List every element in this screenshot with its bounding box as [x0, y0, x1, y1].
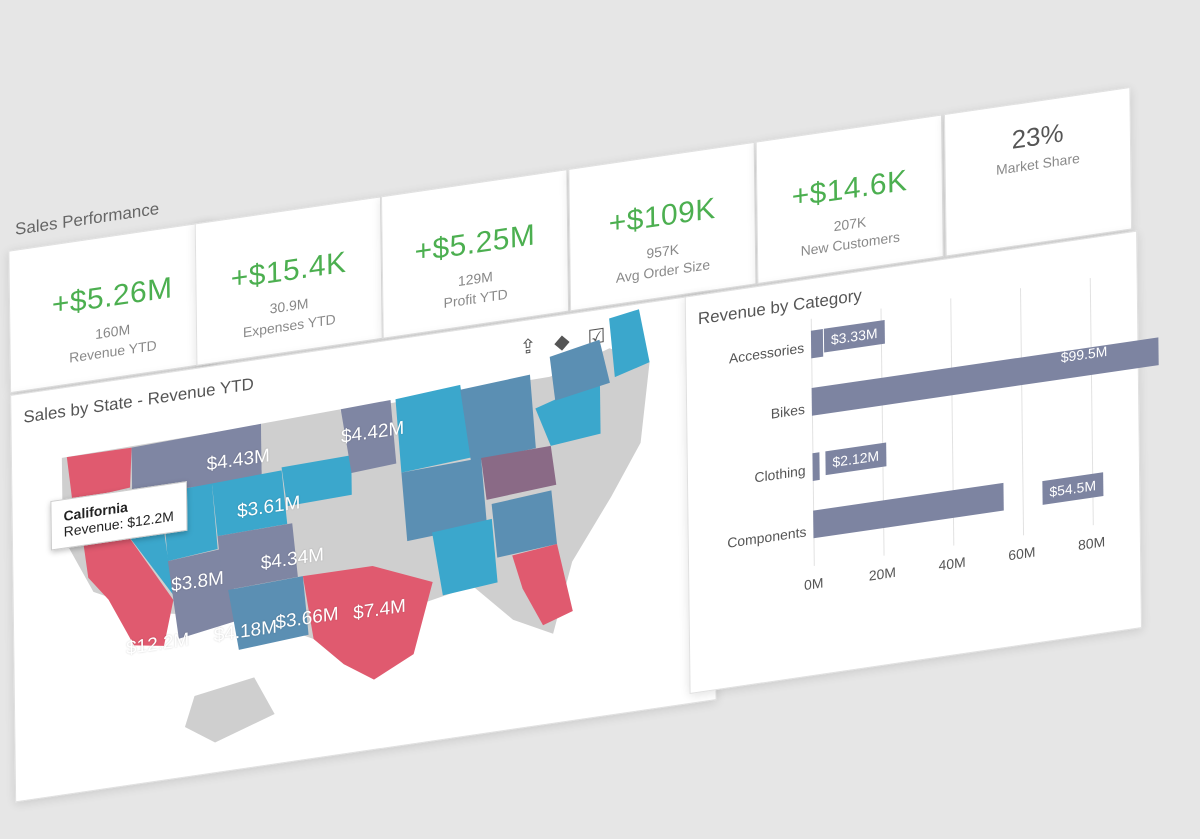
state-mt[interactable]	[131, 423, 262, 497]
kpi-card-expenses[interactable]: +$15.4K 30.9M Expenses YTD	[194, 196, 383, 366]
state-me[interactable]	[609, 308, 650, 378]
state-mn[interactable]	[340, 399, 397, 474]
map-panel: Sales by State - Revenue YTD ⇪ ◆ ☑ ⤢	[10, 292, 717, 803]
state-tn[interactable]	[481, 445, 557, 500]
kpi-card-profit[interactable]: +$5.25M 129M Profit YTD	[381, 169, 570, 339]
category-label: Components	[727, 523, 807, 551]
bar-value-label: $3.33M	[823, 319, 885, 353]
category-label: Clothing	[754, 462, 806, 486]
state-ny[interactable]	[549, 338, 610, 401]
state-nc[interactable]	[535, 379, 601, 448]
kpi-card-revenue[interactable]: +$5.26M 160M Revenue YTD	[8, 220, 217, 394]
gridline	[1020, 288, 1025, 536]
state-ga[interactable]	[491, 490, 558, 559]
state-wa[interactable]	[66, 447, 132, 502]
state-oh[interactable]	[460, 374, 536, 464]
kpi-card-avg-order[interactable]: +$109K 957K Avg Order Size	[568, 141, 757, 312]
state-nd[interactable]	[261, 409, 342, 471]
bar-value-label: $54.5M	[1042, 472, 1104, 505]
category-label: Bikes	[770, 400, 805, 422]
state-co[interactable]	[217, 523, 298, 592]
state-nv[interactable]	[122, 519, 174, 602]
x-tick: 80M	[1077, 533, 1106, 554]
state-az[interactable]	[167, 546, 239, 640]
state-ca[interactable]	[82, 521, 174, 658]
kpi-card-market-share[interactable]: 23% Market Share	[943, 87, 1133, 257]
bar-accessories[interactable]	[810, 329, 823, 359]
kpi-card-new-customers[interactable]: +$14.6K 207K New Customers	[755, 114, 944, 285]
state-sd[interactable]	[281, 455, 352, 507]
bar-clothing[interactable]	[812, 452, 821, 481]
state-mo[interactable]	[401, 457, 487, 542]
x-tick: 20M	[868, 563, 897, 584]
state-wi-mi[interactable]	[395, 383, 472, 473]
dashboard-stage: Sales Performance +$5.26M 160M Revenue Y…	[0, 42, 1178, 839]
x-tick: 60M	[1008, 543, 1036, 564]
us-map[interactable]	[11, 294, 715, 801]
category-panel: Revenue by Category Accessories Bikes Cl…	[684, 230, 1159, 695]
bar-value-label: $2.12M	[825, 442, 887, 476]
category-label: Accessories	[728, 339, 805, 367]
state-ms[interactable]	[432, 518, 498, 597]
x-tick: 40M	[938, 553, 966, 574]
x-tick: 0M	[803, 574, 824, 594]
bar-components[interactable]	[813, 482, 1004, 539]
state-ak[interactable]	[184, 674, 275, 746]
state-wy[interactable]	[211, 470, 288, 537]
state-fl[interactable]	[512, 542, 573, 630]
category-title: Revenue by Category	[697, 285, 862, 329]
